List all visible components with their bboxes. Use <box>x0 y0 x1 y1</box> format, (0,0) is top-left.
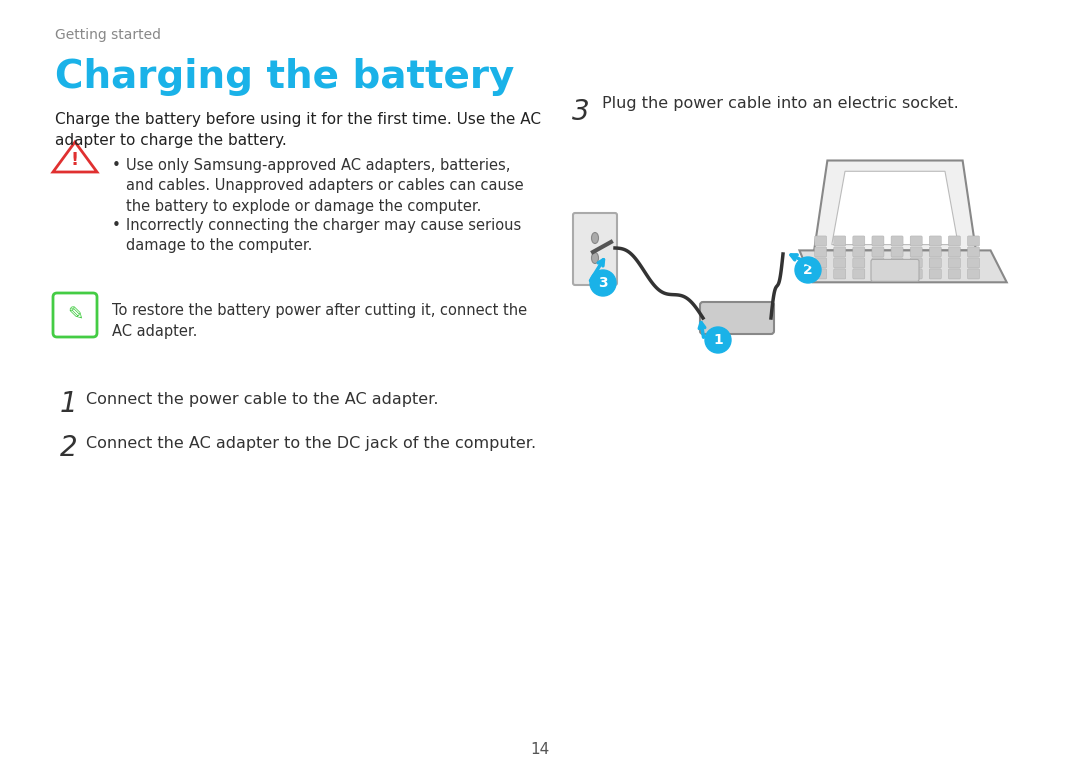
FancyBboxPatch shape <box>814 247 826 257</box>
Ellipse shape <box>592 233 598 243</box>
FancyBboxPatch shape <box>968 258 980 268</box>
Text: Incorrectly connecting the charger may cause serious
damage to the computer.: Incorrectly connecting the charger may c… <box>126 218 522 253</box>
Text: Connect the power cable to the AC adapter.: Connect the power cable to the AC adapte… <box>86 392 438 407</box>
Text: Charge the battery before using it for the first time. Use the AC
adapter to cha: Charge the battery before using it for t… <box>55 112 541 148</box>
Polygon shape <box>799 250 1007 282</box>
Text: Getting started: Getting started <box>55 28 161 42</box>
FancyBboxPatch shape <box>872 269 883 279</box>
FancyBboxPatch shape <box>853 247 865 257</box>
Text: Connect the AC adapter to the DC jack of the computer.: Connect the AC adapter to the DC jack of… <box>86 436 536 451</box>
FancyBboxPatch shape <box>872 258 883 268</box>
Circle shape <box>795 257 821 283</box>
Circle shape <box>590 270 616 296</box>
FancyBboxPatch shape <box>968 269 980 279</box>
FancyBboxPatch shape <box>870 259 919 282</box>
Text: !: ! <box>71 151 79 169</box>
FancyBboxPatch shape <box>814 258 826 268</box>
FancyBboxPatch shape <box>814 236 826 246</box>
FancyBboxPatch shape <box>948 247 960 257</box>
FancyBboxPatch shape <box>910 236 922 246</box>
FancyBboxPatch shape <box>968 247 980 257</box>
Text: •: • <box>112 158 121 173</box>
Text: ✎: ✎ <box>67 305 83 324</box>
FancyBboxPatch shape <box>834 236 846 246</box>
Text: 14: 14 <box>530 742 550 757</box>
Polygon shape <box>814 160 976 250</box>
Text: 1: 1 <box>60 390 78 418</box>
Text: Use only Samsung-approved AC adapters, batteries,
and cables. Unapproved adapter: Use only Samsung-approved AC adapters, b… <box>126 158 524 214</box>
Text: 1: 1 <box>713 333 723 347</box>
FancyBboxPatch shape <box>948 269 960 279</box>
Text: •: • <box>112 218 121 233</box>
FancyBboxPatch shape <box>814 269 826 279</box>
FancyBboxPatch shape <box>853 269 865 279</box>
FancyBboxPatch shape <box>948 236 960 246</box>
Text: 3: 3 <box>598 276 608 290</box>
Text: To restore the battery power after cutting it, connect the
AC adapter.: To restore the battery power after cutti… <box>112 303 527 339</box>
Polygon shape <box>832 171 958 245</box>
FancyBboxPatch shape <box>929 258 942 268</box>
FancyBboxPatch shape <box>853 236 865 246</box>
FancyBboxPatch shape <box>53 293 97 337</box>
FancyBboxPatch shape <box>872 247 883 257</box>
FancyBboxPatch shape <box>891 258 903 268</box>
FancyBboxPatch shape <box>872 236 883 246</box>
Ellipse shape <box>592 253 598 263</box>
FancyBboxPatch shape <box>834 258 846 268</box>
Text: Plug the power cable into an electric socket.: Plug the power cable into an electric so… <box>602 96 959 111</box>
FancyBboxPatch shape <box>948 258 960 268</box>
Text: 2: 2 <box>804 263 813 277</box>
FancyBboxPatch shape <box>968 236 980 246</box>
FancyBboxPatch shape <box>573 213 617 285</box>
FancyBboxPatch shape <box>910 247 922 257</box>
FancyBboxPatch shape <box>891 236 903 246</box>
Text: 3: 3 <box>572 98 590 126</box>
Circle shape <box>705 327 731 353</box>
FancyBboxPatch shape <box>891 269 903 279</box>
Text: Charging the battery: Charging the battery <box>55 58 514 96</box>
FancyBboxPatch shape <box>891 247 903 257</box>
FancyBboxPatch shape <box>834 247 846 257</box>
Text: 2: 2 <box>60 434 78 462</box>
FancyBboxPatch shape <box>929 236 942 246</box>
FancyBboxPatch shape <box>929 269 942 279</box>
FancyBboxPatch shape <box>910 258 922 268</box>
FancyBboxPatch shape <box>834 269 846 279</box>
FancyBboxPatch shape <box>700 302 774 334</box>
FancyBboxPatch shape <box>929 247 942 257</box>
FancyBboxPatch shape <box>853 258 865 268</box>
FancyBboxPatch shape <box>910 269 922 279</box>
